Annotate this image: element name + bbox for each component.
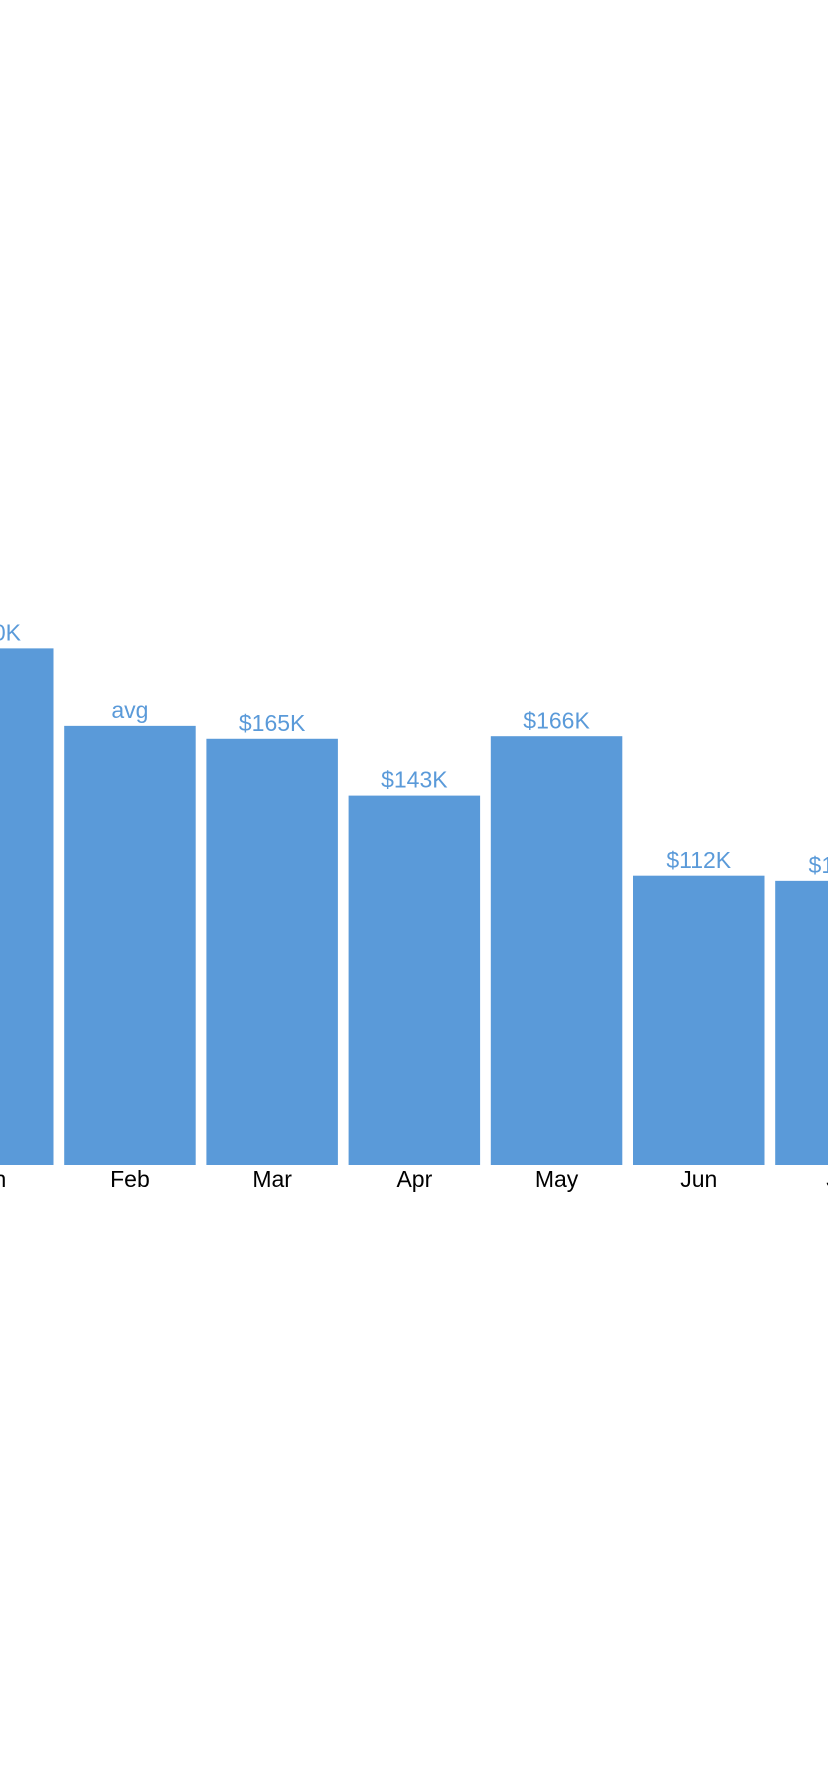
- bar: [775, 880, 828, 1165]
- bar: [0, 648, 54, 1165]
- bar: [490, 736, 623, 1165]
- bar: [206, 738, 338, 1165]
- value-label: $166K: [523, 707, 590, 733]
- value-label: $165K: [239, 710, 306, 736]
- x-tick-label: May: [535, 1166, 579, 1192]
- x-tick-label: Jul: [826, 1166, 828, 1192]
- bar: [348, 795, 481, 1165]
- x-tick-label: Jan: [0, 1166, 6, 1192]
- value-label: $143K: [381, 767, 448, 793]
- value-label: $112K: [666, 847, 731, 873]
- x-tick-label: Mar: [252, 1166, 292, 1192]
- bar: [64, 725, 196, 1165]
- x-tick-label: Apr: [396, 1166, 432, 1192]
- bar: [633, 875, 765, 1165]
- value-label: $110K: [809, 852, 828, 878]
- value-label: $200K: [0, 619, 22, 645]
- x-tick-label: Feb: [110, 1166, 150, 1192]
- x-tick-label: Jun: [680, 1166, 717, 1192]
- value-label: avg: [111, 697, 148, 723]
